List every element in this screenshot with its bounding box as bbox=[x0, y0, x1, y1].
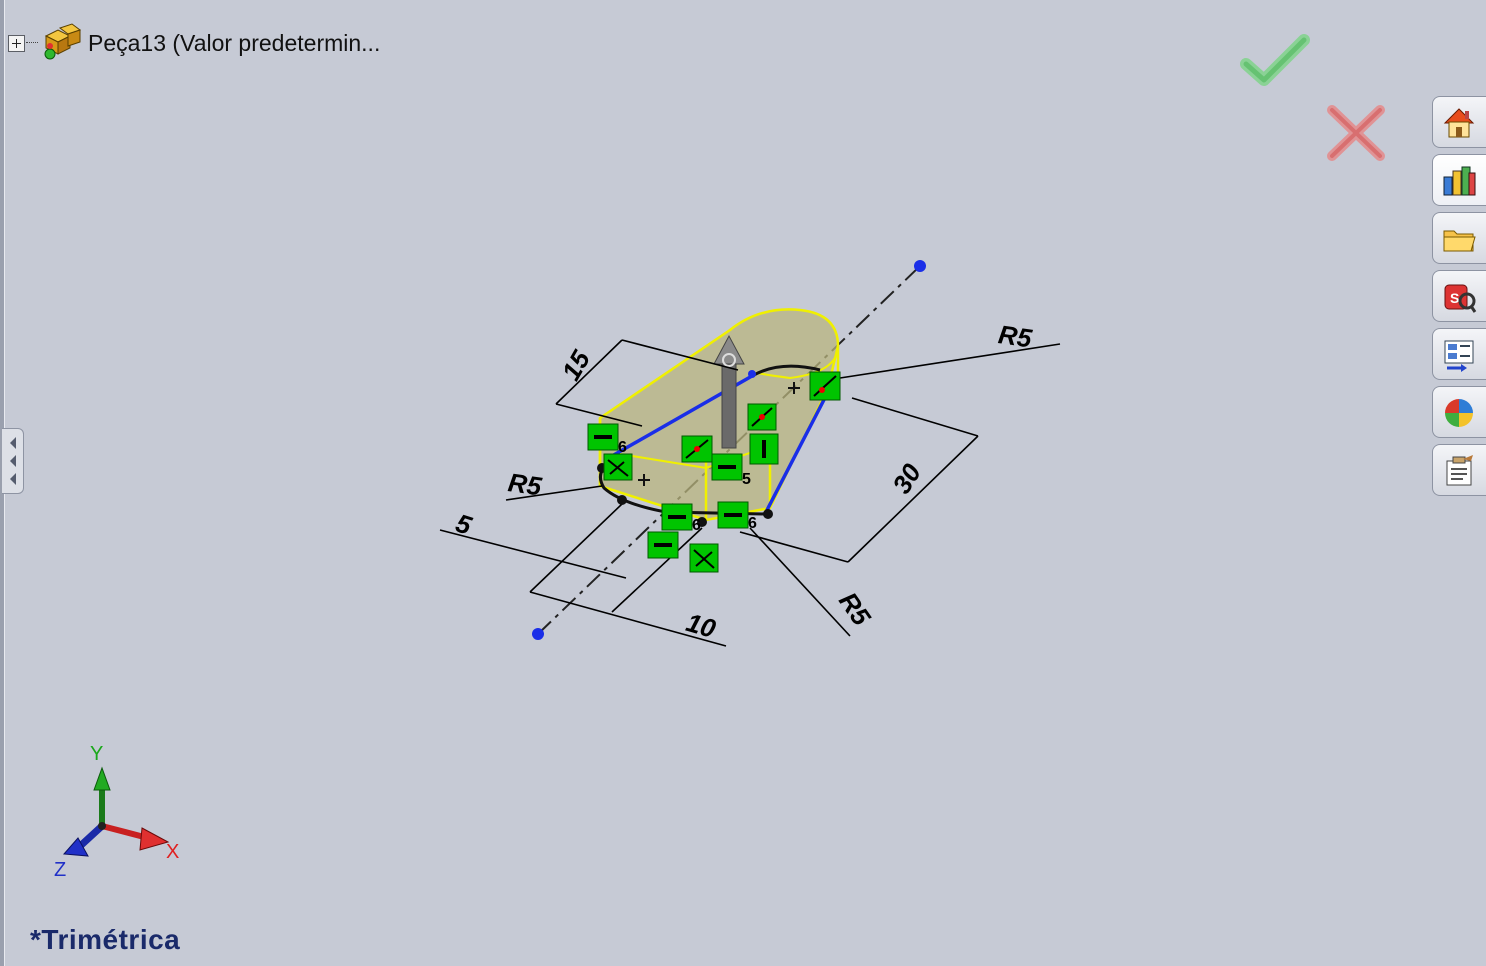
dimension-r5-bottom[interactable]: R5 bbox=[833, 586, 877, 631]
reference-triad: Y X Z bbox=[54, 743, 179, 881]
svg-text:S: S bbox=[1450, 290, 1459, 306]
taskpane-home-button[interactable] bbox=[1432, 96, 1486, 148]
collapse-arrows-icon bbox=[10, 437, 16, 485]
dimension-5[interactable]: 5 bbox=[452, 508, 476, 541]
taskpane-design-library-button[interactable] bbox=[1432, 154, 1486, 206]
taskpane-properties-button[interactable] bbox=[1432, 328, 1486, 380]
dimension-r5-left[interactable]: R5 bbox=[506, 467, 544, 501]
part-name-label[interactable]: Peça13 (Valor predetermin... bbox=[88, 29, 381, 56]
centerline-endpoint-top[interactable] bbox=[914, 260, 926, 272]
tangent-relation-icon-2 bbox=[689, 543, 719, 573]
view-palette-icon: S bbox=[1444, 284, 1477, 313]
z-axis-label: Z bbox=[54, 859, 66, 881]
svg-text:6: 6 bbox=[692, 517, 701, 534]
properties-icon bbox=[1444, 340, 1474, 372]
taskpane-custom-properties-button[interactable] bbox=[1432, 444, 1486, 496]
svg-text:6: 6 bbox=[618, 439, 627, 456]
horizontal-relation-icon-5 bbox=[647, 531, 679, 559]
sketch-profile[interactable] bbox=[598, 364, 830, 516]
appearances-icon bbox=[1445, 399, 1473, 427]
taskpane-file-explorer-button[interactable] bbox=[1432, 212, 1486, 264]
custom-properties-icon bbox=[1446, 455, 1473, 486]
cancel-x-icon[interactable] bbox=[1322, 100, 1390, 166]
horizontal-relation-icon bbox=[587, 423, 619, 451]
horizontal-relation-icon-4 bbox=[717, 501, 749, 529]
coincident-relation-icon-2 bbox=[809, 371, 841, 401]
coincident-relation-icon bbox=[681, 435, 713, 463]
dimension-r5-top[interactable]: R5 bbox=[997, 319, 1035, 353]
feature-tree-root[interactable]: Peça13 (Valor predetermin... bbox=[8, 18, 380, 68]
horizontal-relation-icon-3 bbox=[661, 503, 693, 531]
ok-check-icon[interactable] bbox=[1240, 30, 1310, 90]
svg-text:5: 5 bbox=[742, 471, 751, 488]
part-icon[interactable] bbox=[40, 22, 82, 64]
tree-connector bbox=[26, 42, 38, 44]
toolbar-strip bbox=[0, 0, 1486, 4]
taskpane-appearances-button[interactable] bbox=[1432, 386, 1486, 438]
svg-text:6: 6 bbox=[748, 515, 757, 532]
expand-icon[interactable] bbox=[8, 34, 25, 52]
extrude-preview bbox=[598, 308, 840, 522]
folder-icon bbox=[1443, 230, 1476, 252]
tangent-relation-icon bbox=[603, 453, 633, 481]
centerline-endpoint-bottom[interactable] bbox=[532, 628, 544, 640]
sketch-relations[interactable]: 6 5 bbox=[587, 371, 841, 573]
vertical-relation-icon bbox=[749, 433, 779, 465]
midpoint-relation-icon bbox=[747, 403, 777, 431]
extrude-direction-arrow[interactable] bbox=[713, 334, 745, 449]
dimension-15[interactable]: 15 bbox=[556, 345, 597, 386]
x-axis-label: X bbox=[166, 841, 179, 863]
y-axis-label: Y bbox=[90, 743, 103, 765]
panel-collapse-handle[interactable] bbox=[2, 428, 24, 494]
taskpane-view-palette-button[interactable]: S bbox=[1432, 270, 1486, 322]
dimension-10[interactable]: 10 bbox=[683, 607, 720, 644]
design-library-icon bbox=[1443, 166, 1476, 196]
view-orientation-label: *Trimétrica bbox=[30, 924, 181, 955]
horizontal-relation-icon-2 bbox=[711, 453, 743, 481]
task-pane: S bbox=[1432, 96, 1486, 502]
dimension-30[interactable]: 30 bbox=[886, 458, 927, 499]
home-icon bbox=[1443, 108, 1475, 138]
